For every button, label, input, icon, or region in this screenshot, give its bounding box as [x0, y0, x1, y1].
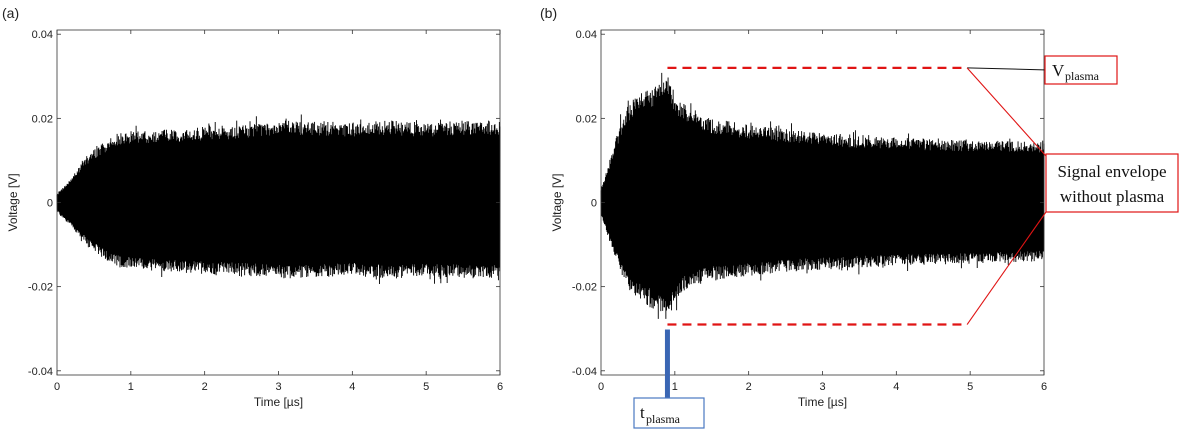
t-plasma-marker-bar	[664, 329, 670, 400]
y-tick-label: 0.02	[576, 113, 597, 125]
envelope-leader-lower	[966, 211, 1047, 325]
x-tick-label: 2	[746, 381, 752, 393]
y-tick-label: 0	[47, 198, 53, 210]
x-tick-label: 5	[423, 381, 429, 393]
y-axis-label-b: Voltage [V]	[550, 173, 564, 231]
x-tick-label: 5	[967, 381, 973, 393]
y-tick-label: -0.04	[28, 366, 53, 378]
x-tick-label: 0	[598, 381, 604, 393]
t-plasma-subscript: plasma	[646, 412, 681, 426]
signal-trace-b	[600, 72, 1045, 319]
x-tick-label: 3	[275, 381, 281, 393]
signal-envelope-box	[1045, 153, 1179, 213]
t-plasma-label: t	[640, 403, 645, 422]
v-plasma-subscript: plasma	[1065, 69, 1100, 83]
x-tick-label: 1	[672, 381, 678, 393]
t-plasma-box	[633, 397, 705, 429]
y-tick-label: 0.04	[576, 29, 597, 41]
x-tick-label: 1	[128, 381, 134, 393]
panel-label-a: (a)	[2, 5, 19, 21]
x-tick-label: 2	[202, 381, 208, 393]
y-tick-label: 0	[591, 198, 597, 210]
x-axis-label-b: Time [µs]	[798, 395, 847, 409]
x-tick-label: 6	[1041, 381, 1047, 393]
panel-label-b: (b)	[540, 5, 557, 21]
x-tick-label: 4	[349, 381, 355, 393]
envelope-leader-upper	[966, 67, 1047, 157]
y-tick-label: 0.02	[32, 113, 53, 125]
signal-envelope-text-line2: without plasma	[1060, 187, 1165, 206]
v-plasma-box	[1044, 55, 1118, 85]
x-tick-label: 4	[893, 381, 899, 393]
y-tick-label: -0.02	[572, 282, 597, 294]
y-tick-label: 0.04	[32, 29, 53, 41]
y-tick-label: -0.02	[28, 282, 53, 294]
signal-envelope-text-line1: Signal envelope	[1057, 162, 1166, 181]
v-plasma-leader-line	[967, 67, 1049, 71]
v-plasma-label: V	[1052, 61, 1065, 80]
x-axis-label-a: Time [µs]	[254, 395, 303, 409]
signal-trace-a	[56, 114, 501, 284]
x-tick-label: 3	[819, 381, 825, 393]
panel-b: (b) 0 1 2 3 4 5 6 -0.04 -0.02 0 0.02 0.04 Time [µs] Vo…	[540, 5, 1179, 429]
x-tick-label: 0	[54, 381, 60, 393]
y-tick-label: -0.04	[572, 366, 597, 378]
x-tick-label: 6	[497, 381, 503, 393]
panel-a: (a) 0 1 2 3 4 5 6 -0.04 -0.02 0 0.02 0.04 Time [µs] Vo…	[2, 5, 503, 409]
y-axis-label-a: Voltage [V]	[6, 173, 20, 231]
